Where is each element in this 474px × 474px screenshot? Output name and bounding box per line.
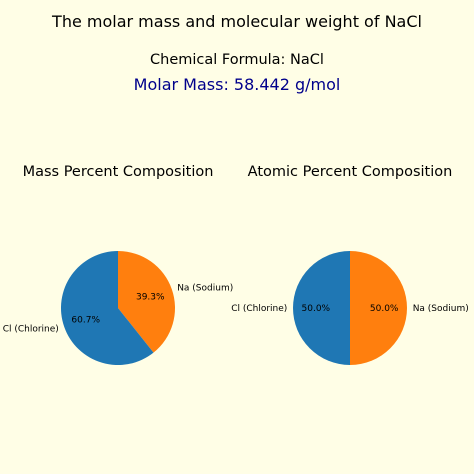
atomic-category-label-0: Na (Sodium) xyxy=(413,304,469,314)
atomic-chart-title: Atomic Percent Composition xyxy=(247,164,453,180)
chemical-formula: Chemical Formula: NaCl xyxy=(150,52,324,68)
mass-category-label-1: Cl (Chlorine) xyxy=(3,325,59,335)
molar-mass: Molar Mass: 58.442 g/mol xyxy=(133,75,341,94)
mass-slice-1 xyxy=(61,251,154,365)
mass-slice-0 xyxy=(118,251,176,353)
mass-category-label-0: Na (Sodium) xyxy=(177,283,233,293)
mass-value-label-1: 60.7% xyxy=(71,315,100,325)
mass-value-label-0: 39.3% xyxy=(136,293,165,303)
atomic-slice-1 xyxy=(293,251,350,365)
atomic-value-label-1: 50.0% xyxy=(302,304,331,314)
atomic-value-label-0: 50.0% xyxy=(370,304,399,314)
atomic-category-label-1: Cl (Chlorine) xyxy=(231,304,287,314)
figure-title: The molar mass and molecular weight of N… xyxy=(52,12,422,31)
atomic-slice-0 xyxy=(350,251,407,365)
mass-chart-title: Mass Percent Composition xyxy=(22,164,214,180)
